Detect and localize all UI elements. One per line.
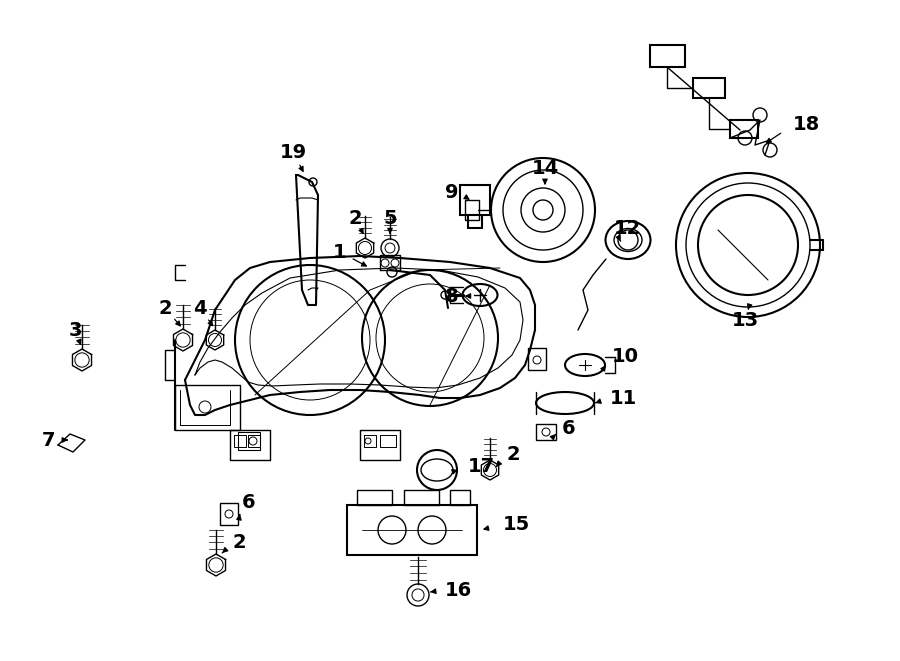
- Bar: [347, 505, 477, 555]
- Text: 2: 2: [506, 446, 519, 465]
- Text: 1: 1: [333, 243, 346, 262]
- Text: 17: 17: [468, 457, 495, 477]
- Text: 7: 7: [41, 430, 55, 449]
- Bar: [730, 120, 758, 138]
- Bar: [693, 78, 725, 98]
- Text: 10: 10: [612, 346, 639, 366]
- Text: 11: 11: [610, 389, 637, 407]
- Bar: [450, 490, 470, 505]
- Bar: [220, 503, 238, 525]
- Text: 2: 2: [233, 533, 247, 553]
- Text: 19: 19: [279, 143, 307, 161]
- Text: 12: 12: [614, 219, 641, 237]
- Bar: [465, 200, 479, 220]
- Text: 15: 15: [503, 516, 530, 535]
- Text: 18: 18: [793, 116, 820, 134]
- Bar: [404, 490, 439, 505]
- Text: 6: 6: [242, 494, 256, 512]
- Text: 13: 13: [732, 311, 759, 329]
- Text: 14: 14: [531, 159, 559, 178]
- Text: 4: 4: [194, 299, 207, 317]
- Bar: [357, 490, 392, 505]
- Bar: [536, 424, 556, 440]
- Text: 8: 8: [445, 286, 458, 305]
- Text: 2: 2: [348, 208, 362, 227]
- Bar: [238, 432, 260, 450]
- Bar: [528, 348, 546, 370]
- Bar: [460, 185, 490, 215]
- Text: 3: 3: [68, 321, 82, 340]
- Text: 6: 6: [562, 418, 576, 438]
- Text: 16: 16: [445, 580, 473, 600]
- Text: 5: 5: [383, 208, 397, 227]
- Bar: [650, 45, 685, 67]
- Text: 9: 9: [445, 182, 458, 202]
- Text: 2: 2: [158, 299, 172, 317]
